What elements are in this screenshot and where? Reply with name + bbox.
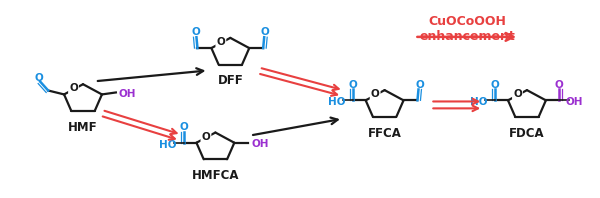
Text: O: O [69, 83, 78, 93]
Text: OH: OH [119, 89, 136, 99]
Text: CuOCoOOH
enhancement: CuOCoOOH enhancement [419, 15, 515, 43]
Text: O: O [371, 89, 380, 99]
Text: O: O [202, 132, 211, 142]
Text: HMF: HMF [68, 121, 98, 134]
Text: O: O [349, 80, 357, 89]
Text: O: O [491, 80, 499, 89]
Text: O: O [35, 73, 44, 83]
Text: O: O [179, 122, 188, 132]
Text: O: O [191, 27, 200, 37]
Text: DFF: DFF [217, 74, 243, 87]
Text: O: O [217, 37, 225, 47]
Text: FDCA: FDCA [509, 127, 545, 140]
Text: O: O [261, 27, 269, 37]
Text: O: O [415, 80, 424, 89]
Text: OH: OH [566, 97, 583, 107]
Text: HO: HO [159, 140, 176, 150]
Text: HO: HO [470, 97, 488, 107]
Text: OH: OH [251, 139, 269, 149]
Text: FFCA: FFCA [368, 127, 401, 140]
Text: HO: HO [328, 97, 346, 107]
Text: O: O [513, 89, 522, 99]
Text: HMFCA: HMFCA [191, 169, 239, 182]
Text: O: O [554, 80, 563, 89]
